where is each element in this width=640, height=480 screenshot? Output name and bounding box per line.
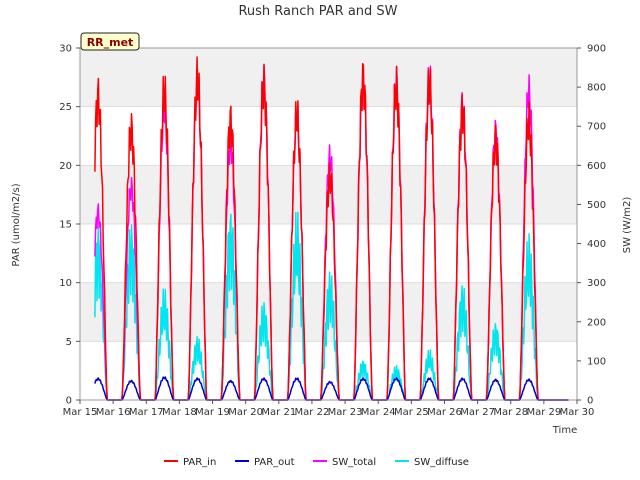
x-tick-label: Mar 18 (162, 407, 197, 418)
y-right-tick-label: 800 (587, 83, 606, 94)
y-right-tick-label: 300 (587, 278, 606, 289)
x-tick-label: Mar 24 (361, 407, 396, 418)
y-right-tick-label: 900 (587, 44, 606, 55)
x-tick-label: Mar 21 (261, 407, 296, 418)
y-right-tick-label: 0 (587, 396, 593, 407)
y-left-tick-label: 25 (59, 102, 72, 113)
x-axis-label: Time (552, 425, 577, 436)
site-badge: RR_met (80, 32, 140, 51)
y-left-tick-label: 30 (59, 44, 72, 55)
x-tick-label: Mar 28 (493, 407, 528, 418)
x-tick-label: Mar 19 (195, 407, 230, 418)
y-left-tick-label: 20 (59, 161, 72, 172)
y-right-tick-label: 400 (587, 239, 606, 250)
x-tick-label: Mar 17 (129, 407, 164, 418)
x-tick-label: Mar 27 (460, 407, 495, 418)
legend-label: PAR_in (183, 457, 216, 468)
legend-label: SW_total (332, 457, 376, 468)
x-tick-label: Mar 25 (394, 407, 429, 418)
legend-item-par-in: PAR_in (164, 457, 216, 468)
y-left-tick-label: 15 (59, 220, 72, 231)
chart-title: Rush Ranch PAR and SW (238, 4, 397, 19)
legend-label: SW_diffuse (414, 457, 469, 468)
legend-item-sw-diffuse: SW_diffuse (395, 457, 469, 468)
y-right-tick-label: 600 (587, 161, 606, 172)
x-tick-label: Mar 23 (328, 407, 363, 418)
y-right-tick-label: 700 (587, 122, 606, 133)
x-tick-label: Mar 30 (560, 407, 595, 418)
legend-item-sw-total: SW_total (313, 457, 376, 468)
x-tick-label: Mar 26 (427, 407, 462, 418)
legend: PAR_in PAR_out SW_total SW_diffuse (164, 457, 469, 468)
x-tick-label: Mar 22 (295, 407, 330, 418)
y-right-tick-label: 500 (587, 200, 606, 211)
y-left-tick-label: 10 (59, 278, 72, 289)
y-axis-right-label: SW (W/m2) (622, 197, 633, 254)
legend-item-par-out: PAR_out (235, 457, 295, 468)
y-left-tick-label: 0 (66, 396, 72, 407)
x-tick-label: Mar 20 (228, 407, 263, 418)
y-right-tick-label: 200 (587, 317, 606, 328)
site-badge-label: RR_met (87, 36, 134, 49)
x-tick-label: Mar 16 (96, 407, 131, 418)
y-right-tick-label: 100 (587, 356, 606, 367)
x-tick-label: Mar 29 (526, 407, 561, 418)
plot-band (80, 48, 577, 107)
y-left-tick-label: 5 (66, 337, 72, 348)
legend-label: PAR_out (254, 457, 295, 468)
y-axis-left-label: PAR (umol/m2/s) (11, 183, 22, 266)
x-tick-label: Mar 15 (63, 407, 98, 418)
